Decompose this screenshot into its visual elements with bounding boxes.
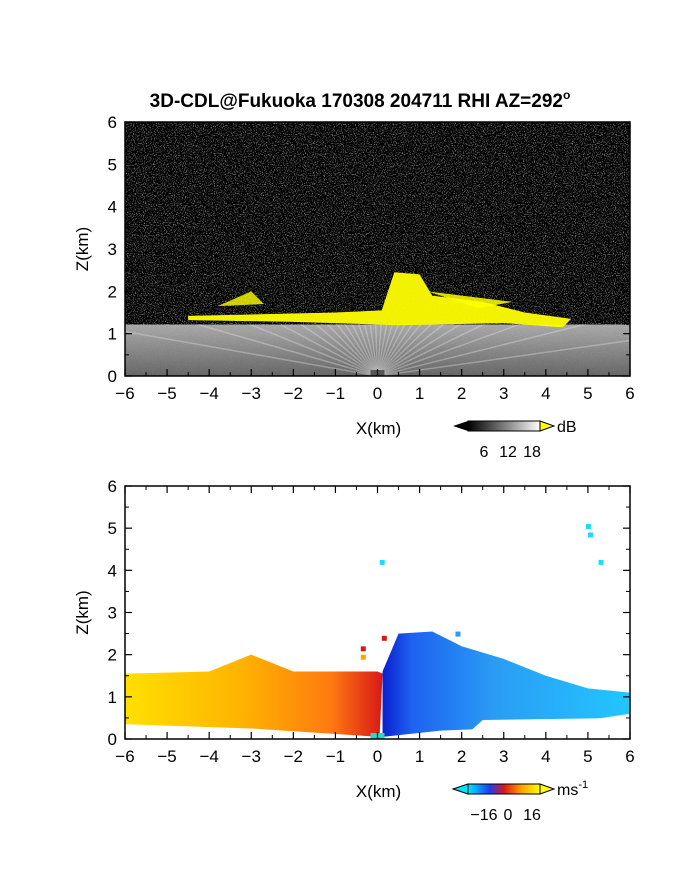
- reflectivity-colorbar: 6 12 18 dB: [453, 419, 577, 461]
- velocity-scatter-point: [360, 646, 366, 652]
- velocity-xtick-label: −5: [157, 747, 176, 766]
- velocity-ytick-label: 2: [108, 646, 117, 665]
- velocity-xtick-label: −4: [199, 747, 218, 766]
- velocity-ytick-label: 4: [108, 561, 117, 580]
- velocity-ytick-label: 0: [108, 730, 117, 749]
- beam-mask-noise: [125, 122, 630, 325]
- reflectivity-xlabel: X(km): [356, 419, 401, 438]
- beam-line: [125, 273, 378, 376]
- reflectivity-ytick-label: 3: [108, 240, 117, 259]
- high-echo-region: [188, 272, 572, 328]
- beam-line: [125, 240, 378, 376]
- reflectivity-image: [125, 122, 630, 376]
- reflectivity-xtick-label: −3: [242, 384, 261, 403]
- velocity-colorbar: −16 0 16 ms-1: [451, 779, 588, 824]
- velocity-ylabel: Z(km): [73, 590, 92, 634]
- reflectivity-ylabel: Z(km): [73, 227, 92, 271]
- reflectivity-colorbar-tick-label: 6: [480, 444, 489, 461]
- reflectivity-xtick-label: 6: [625, 384, 634, 403]
- beam-line: [125, 302, 378, 376]
- velocity-image: [125, 486, 630, 739]
- velocity-scatter-point: [585, 524, 591, 530]
- reflectivity-xtick-label: 4: [541, 384, 550, 403]
- velocity-xtick-label: −3: [242, 747, 261, 766]
- velocity-xtick-label: 2: [457, 747, 466, 766]
- reflectivity-xtick-label: 3: [499, 384, 508, 403]
- reflectivity-ytick-label: 0: [108, 367, 117, 386]
- velocity-scatter-point: [381, 635, 387, 641]
- velocity-xtick-label: 4: [541, 747, 550, 766]
- velocity-xtick-label: 5: [583, 747, 592, 766]
- velocity-xtick-label: 6: [625, 747, 634, 766]
- velocity-xtick-label: −6: [115, 747, 134, 766]
- beam-line: [377, 339, 630, 376]
- velocity-scatter-point: [411, 633, 417, 639]
- no-data-gap: [125, 724, 252, 739]
- velocity-scatter-point: [588, 532, 594, 538]
- velocity-ytick-label: 1: [108, 688, 117, 707]
- velocity-xtick-label: −2: [284, 747, 303, 766]
- elevated-echo: [217, 291, 264, 307]
- velocity-scatter-point: [455, 631, 461, 637]
- reflectivity-ytick-label: 4: [108, 198, 117, 217]
- figure-title: 3D-CDL@Fukuoka 170308 204711 RHI AZ=292o: [150, 88, 571, 112]
- velocity-xtick-label: 3: [499, 747, 508, 766]
- velocity-colorbar-tick-label: 0: [504, 807, 513, 824]
- reflectivity-colorbar-tick-label: 18: [523, 444, 541, 461]
- velocity-ytick-label: 6: [108, 477, 117, 496]
- velocity-xlabel: X(km): [356, 782, 401, 801]
- reflectivity-xtick-label: −4: [199, 384, 218, 403]
- reflectivity-colorbar-tick-label: 12: [499, 444, 517, 461]
- reflectivity-ytick-label: 2: [108, 282, 117, 301]
- velocity-colorbar-tick-label: −16: [470, 807, 497, 824]
- velocity-scatter-point: [379, 559, 385, 565]
- velocity-colorbar-unit: ms-1: [557, 779, 588, 799]
- reflectivity-xtick-label: 1: [415, 384, 424, 403]
- velocity-panel: −6 −5 −4 −3 −2 −1 0 1 2 3 4 5 6 0 1 2 3 4 5 6 X(km) Z(km): [73, 477, 635, 801]
- velocity-ytick-label: 3: [108, 604, 117, 623]
- reflectivity-ytick-label: 1: [108, 325, 117, 344]
- velocity-xtick-label: 1: [415, 747, 424, 766]
- velocity-scatter-point: [598, 559, 604, 565]
- velocity-xtick-label: 0: [373, 747, 382, 766]
- reflectivity-ytick-label: 6: [108, 113, 117, 132]
- reflectivity-xtick-label: −2: [284, 384, 303, 403]
- reflectivity-xtick-label: −5: [157, 384, 176, 403]
- reflectivity-xtick-label: 0: [373, 384, 382, 403]
- reflectivity-panel: −6 −5 −4 −3 −2 −1 0 1 2 3 4 5 6 0 1 2 3 4 5 6 X(km) Z(km): [73, 113, 635, 438]
- reflectivity-xtick-label: −1: [326, 384, 345, 403]
- velocity-region-negative: [382, 631, 630, 737]
- velocity-scatter-point: [360, 654, 366, 660]
- beam-line: [125, 330, 378, 376]
- reflectivity-xtick-label: −6: [115, 384, 134, 403]
- velocity-colorbar-tick-label: 16: [523, 807, 541, 824]
- reflectivity-colorbar-unit: dB: [557, 419, 577, 436]
- elevated-echo: [428, 291, 513, 309]
- reflectivity-ytick-label: 5: [108, 155, 117, 174]
- beam-line: [377, 283, 630, 376]
- reflectivity-xtick-label: 2: [457, 384, 466, 403]
- velocity-xtick-label: −1: [326, 747, 345, 766]
- velocity-ytick-label: 5: [108, 519, 117, 538]
- reflectivity-xtick-label: 5: [583, 384, 592, 403]
- beam-line: [377, 312, 630, 376]
- velocity-region-positive: [125, 654, 383, 737]
- beam-line: [377, 252, 630, 376]
